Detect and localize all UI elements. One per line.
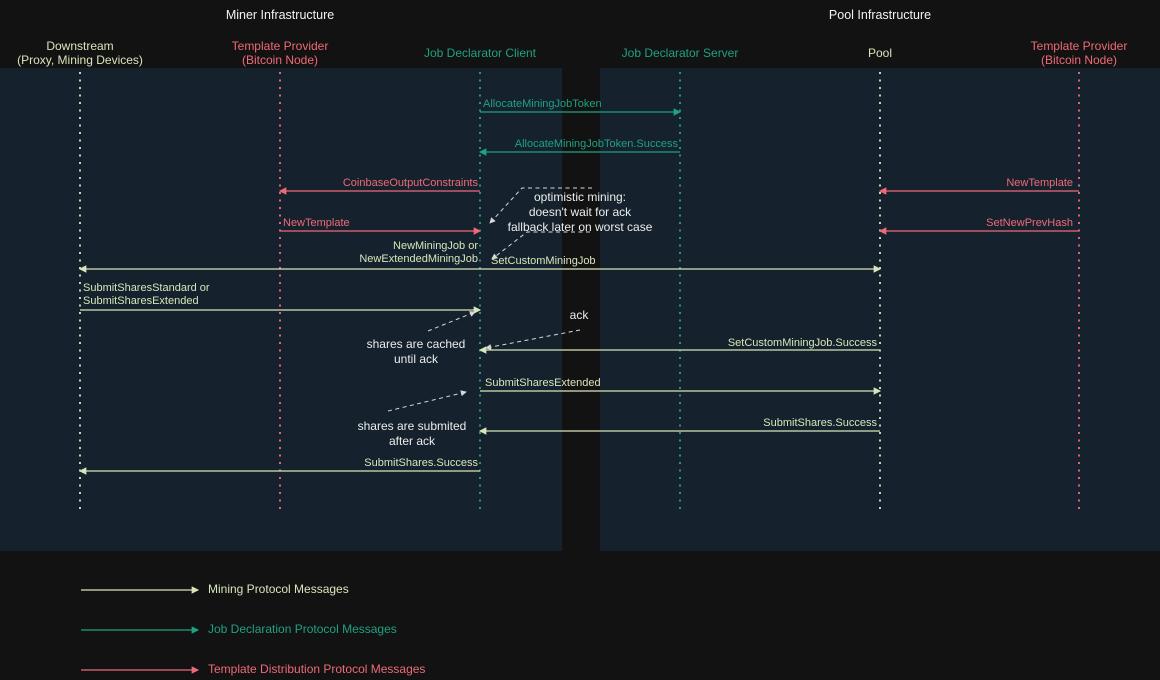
text-line: doesn't wait for ack — [528, 205, 632, 219]
text-line: Pool — [867, 45, 893, 60]
text-line: SubmitSharesExtended — [83, 295, 199, 307]
message-label-new-template-pool-side: NewTemplate — [1006, 177, 1073, 190]
message-label-set-new-prev-hash: SetNewPrevHash — [986, 217, 1073, 230]
message-label-new-template-miner-side: NewTemplate — [283, 217, 350, 230]
legend-mining-label: Mining Protocol Messages — [208, 582, 349, 597]
text-line: optimistic mining: — [533, 190, 627, 204]
actor-downstream: Downstream (Proxy, Mining Devices) — [17, 38, 143, 68]
text-line: Downstream — [46, 38, 114, 53]
message-label-submit-shares-standard-or-extended: SubmitSharesStandard or SubmitSharesExten… — [83, 282, 210, 308]
text-line: Job Declarator Server — [621, 45, 739, 60]
legend-template-distribution-label: Template Distribution Protocol Messages — [208, 662, 425, 677]
text-line: fallback later on worst case — [507, 220, 653, 234]
text-line: Mining Protocol Messages — [208, 582, 349, 596]
text-line: shares are submited — [357, 419, 467, 433]
text-line: (Bitcoin Node) — [1040, 53, 1118, 67]
message-label-allocate-mining-job-token: AllocateMiningJobToken — [483, 98, 602, 111]
text-line: shares are cached — [366, 337, 466, 351]
message-label-new-mining-job-and-set-custom-mining-job: NewMiningJob or NewExtendedMiningJob — [359, 240, 478, 266]
pointer-submitted-to-extended — [387, 390, 467, 412]
text-line: Template Distribution Protocol Messages — [208, 662, 426, 676]
text-line: until ack — [393, 352, 439, 366]
text-line: SubmitSharesStandard or — [83, 282, 210, 294]
text-line: NewTemplate — [1006, 177, 1073, 189]
note-shares-cached: shares are cached until ack — [367, 337, 466, 367]
text-line: (Proxy, Mining Devices) — [17, 53, 143, 67]
section-header-pool-infrastructure: Pool Infrastructure — [828, 8, 932, 22]
message-label-allocate-mining-job-token-success: AllocateMiningJobToken.Success — [515, 138, 678, 151]
text-line: Template Provider — [231, 38, 329, 53]
text-line: CoinbaseOutputConstraints — [342, 177, 478, 189]
text-line: SetCustomMiningJob — [491, 255, 596, 267]
text-line: SubmitSharesExtended — [485, 377, 601, 389]
pointer-optimistic-to-new-template — [489, 187, 592, 224]
pointer-ack-to-success — [485, 329, 581, 350]
text-line: Job Declarator Client — [423, 45, 537, 60]
section-header-miner-infrastructure: Miner Infrastructure — [225, 8, 335, 22]
text-line: after ack — [388, 434, 436, 448]
legend-job-declaration-label: Job Declaration Protocol Messages — [208, 622, 397, 637]
text-line: SubmitShares.Success — [763, 417, 877, 429]
text-line: SubmitShares.Success — [364, 457, 478, 469]
message-label-submit-shares-success-pool-side: SubmitShares.Success — [763, 417, 877, 430]
text-line: NewMiningJob or — [393, 240, 478, 252]
text-line: SetCustomMiningJob.Success — [727, 337, 877, 349]
note-shares-submitted: shares are submited after ack — [358, 419, 467, 449]
text-line: ack — [569, 308, 589, 322]
message-label-coinbase-output-constraints: CoinbaseOutputConstraints — [343, 177, 478, 190]
actor-template-provider-pool: Template Provider (Bitcoin Node) — [1031, 38, 1128, 68]
text-line: (Bitcoin Node) — [241, 53, 319, 67]
note-optimistic-mining: optimistic mining: doesn't wait for ack fa… — [508, 190, 653, 235]
message-label-new-mining-job-and-set-custom-mining-job-1: SetCustomMiningJob — [491, 255, 596, 268]
pointer-optimistic-to-set-custom — [491, 231, 590, 260]
text-line: SetNewPrevHash — [986, 217, 1073, 229]
actor-job-declarator-client: Job Declarator Client — [424, 38, 536, 68]
text-line: NewExtendedMiningJob — [359, 253, 478, 265]
actor-job-declarator-server: Job Declarator Server — [622, 38, 739, 68]
message-label-submit-shares-success-downstream-side: SubmitShares.Success — [364, 457, 478, 470]
actor-template-provider-miner: Template Provider (Bitcoin Node) — [232, 38, 329, 68]
message-label-set-custom-mining-job-success: SetCustomMiningJob.Success — [728, 337, 877, 350]
text-line: AllocateMiningJobToken.Success — [514, 138, 678, 150]
actor-pool: Pool — [868, 38, 892, 68]
pointer-cached-to-submit — [427, 311, 476, 332]
text-line: Job Declaration Protocol Messages — [208, 622, 397, 636]
message-label-submit-shares-extended: SubmitSharesExtended — [485, 377, 601, 390]
text-line: AllocateMiningJobToken — [483, 98, 602, 110]
text-line: Template Provider — [1030, 38, 1128, 53]
text-line: NewTemplate — [283, 217, 350, 229]
note-ack: ack — [570, 308, 589, 323]
